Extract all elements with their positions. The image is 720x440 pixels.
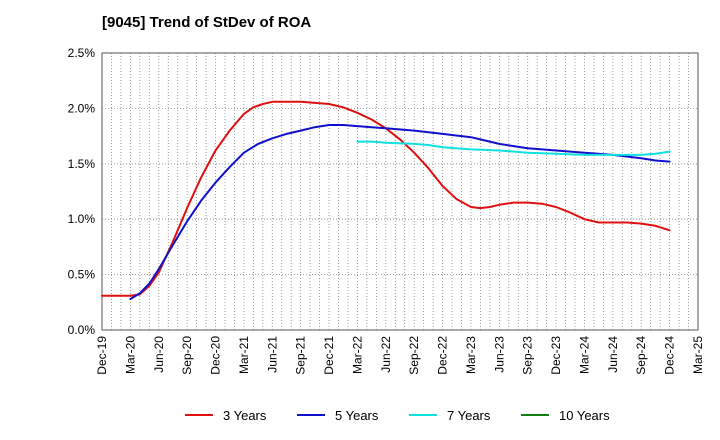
legend-label: 7 Years: [447, 408, 491, 423]
x-tick-label: Mar-25: [691, 336, 705, 374]
x-tick-label: Mar-20: [123, 336, 137, 374]
y-tick-label: 1.0%: [68, 212, 96, 226]
x-tick-label: Jun-24: [606, 336, 620, 373]
y-tick-label: 2.5%: [68, 46, 96, 60]
grid: [102, 53, 698, 330]
series-line-5-years: [129, 124, 671, 300]
plot-frame: [101, 52, 699, 331]
y-tick-label: 0.5%: [68, 268, 96, 282]
x-tick-label: Jun-21: [265, 336, 279, 373]
x-tick-label: Dec-24: [663, 336, 677, 375]
x-tick-label: Mar-24: [577, 336, 591, 374]
legend-label: 5 Years: [335, 408, 379, 423]
x-tick-label: Jun-23: [492, 336, 506, 373]
x-tick-label: Sep-24: [634, 336, 648, 375]
x-tick-label: Jun-20: [152, 336, 166, 373]
x-tick-label: Dec-23: [549, 336, 563, 375]
x-tick-label: Mar-22: [350, 336, 364, 374]
x-tick-label: Mar-21: [237, 336, 251, 374]
x-tick-label: Dec-22: [436, 336, 450, 375]
chart-title: [9045] Trend of StDev of ROA: [102, 14, 312, 31]
legend-label: 10 Years: [559, 408, 610, 423]
x-tick-label: Sep-20: [180, 336, 194, 375]
x-tick-label: Sep-21: [294, 336, 308, 375]
x-tick-label: Dec-20: [209, 336, 223, 375]
legend: 3 Years 5 Years 7 Years 10 Years: [185, 408, 610, 423]
x-tick-label: Sep-22: [407, 336, 421, 375]
y-tick-label: 1.5%: [68, 157, 96, 171]
x-axis: Dec-19 Mar-20 Jun-20 Sep-20 Dec-20 Mar-21 Jun-…: [95, 336, 705, 375]
x-tick-label: Jun-22: [379, 336, 393, 373]
y-tick-label: 0.0%: [68, 323, 96, 337]
x-tick-label: Sep-23: [521, 336, 535, 375]
y-tick-label: 2.0%: [68, 101, 96, 115]
series-line-7-years: [356, 140, 671, 156]
series-line-3-years: [101, 100, 671, 297]
series-lines: [101, 100, 671, 300]
legend-label: 3 Years: [223, 408, 267, 423]
y-axis: 0.0% 0.5% 1.0% 1.5% 2.0% 2.5%: [68, 46, 96, 337]
x-tick-label: Mar-23: [464, 336, 478, 374]
x-tick-label: Dec-21: [322, 336, 336, 375]
x-tick-label: Dec-19: [95, 336, 109, 375]
